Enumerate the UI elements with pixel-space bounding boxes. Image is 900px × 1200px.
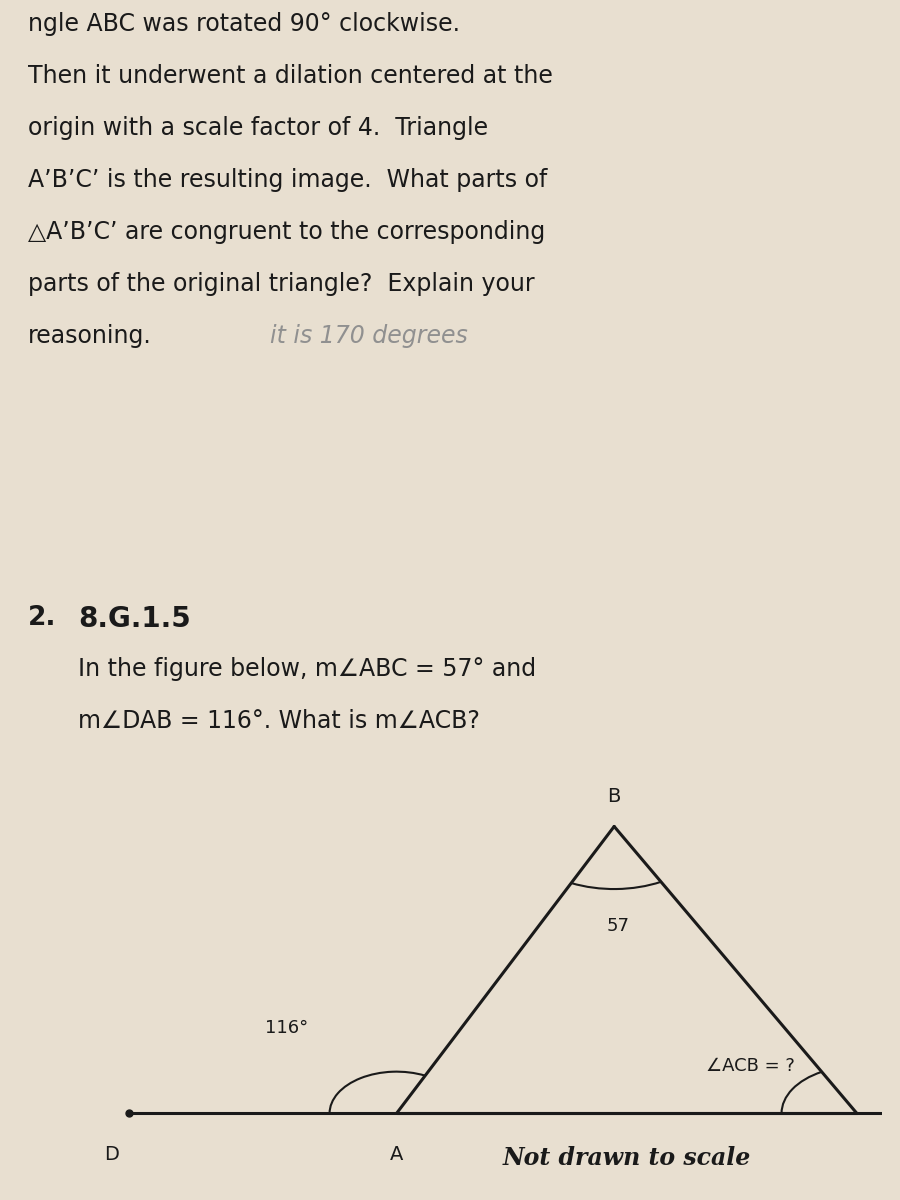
Text: △A’B’C’ are congruent to the corresponding: △A’B’C’ are congruent to the correspondi… xyxy=(28,220,545,244)
Text: B: B xyxy=(608,786,621,805)
Text: origin with a scale factor of 4.  Triangle: origin with a scale factor of 4. Triangl… xyxy=(28,116,488,140)
Text: 57: 57 xyxy=(606,917,629,935)
Text: Not drawn to scale: Not drawn to scale xyxy=(502,1146,751,1170)
Text: D: D xyxy=(104,1145,120,1164)
Text: parts of the original triangle?  Explain your: parts of the original triangle? Explain … xyxy=(28,272,535,296)
Text: A’B’C’ is the resulting image.  What parts of: A’B’C’ is the resulting image. What part… xyxy=(28,168,547,192)
Text: m∠DAB = 116°. What is m∠ACB?: m∠DAB = 116°. What is m∠ACB? xyxy=(78,709,480,733)
Text: it is 170 degrees: it is 170 degrees xyxy=(270,324,468,348)
Text: reasoning.: reasoning. xyxy=(28,324,152,348)
Text: ngle ABC was rotated 90° clockwise.: ngle ABC was rotated 90° clockwise. xyxy=(28,12,460,36)
Text: 8.G.1.5: 8.G.1.5 xyxy=(78,605,191,634)
Text: ∠ACB = ?: ∠ACB = ? xyxy=(706,1057,795,1075)
Text: 2.: 2. xyxy=(28,605,57,631)
Text: In the figure below, m∠ABC = 57° and: In the figure below, m∠ABC = 57° and xyxy=(78,658,536,680)
Text: 116°: 116° xyxy=(266,1019,309,1037)
Text: Then it underwent a dilation centered at the: Then it underwent a dilation centered at… xyxy=(28,64,553,88)
Text: A: A xyxy=(390,1145,403,1164)
